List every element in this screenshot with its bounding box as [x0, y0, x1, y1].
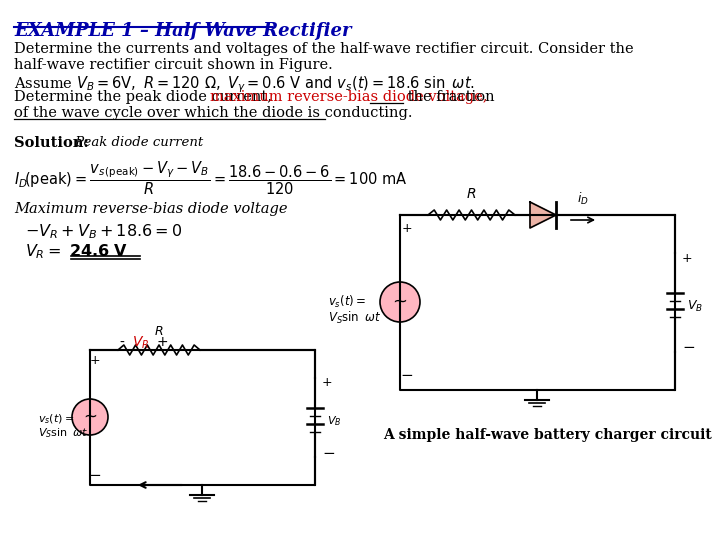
Text: Assume $V_B = 6\mathrm{V},\ R = 120\ \Omega,\ V_\gamma = 0.6\ \mathrm{V}\ \mathr: Assume $V_B = 6\mathrm{V},\ R = 120\ \Om…: [14, 74, 475, 94]
Text: +: +: [90, 354, 100, 367]
Text: −: −: [400, 368, 413, 383]
Text: $v_s(t) =$: $v_s(t) =$: [38, 412, 74, 426]
Text: Solution:: Solution:: [14, 136, 89, 150]
Text: −: −: [682, 340, 695, 354]
Text: $V_B$: $V_B$: [687, 299, 703, 314]
Text: $V_R = \ \mathbf{24.6\ V}$: $V_R = \ \mathbf{24.6\ V}$: [25, 242, 128, 261]
Text: $V_B$: $V_B$: [327, 414, 341, 428]
Text: $i_D$: $i_D$: [577, 191, 589, 207]
Text: half-wave rectifier circuit shown in Figure.: half-wave rectifier circuit shown in Fig…: [14, 58, 333, 72]
Text: $-V_R + V_B + 18.6 = 0$: $-V_R + V_B + 18.6 = 0$: [25, 222, 182, 241]
Text: $V_R$: $V_R$: [132, 335, 149, 352]
Polygon shape: [530, 202, 556, 228]
Text: $V_S \sin\ \omega t$: $V_S \sin\ \omega t$: [328, 310, 381, 326]
Text: Determine the currents and voltages of the half-wave rectifier circuit. Consider: Determine the currents and voltages of t…: [14, 42, 634, 56]
Text: -: -: [120, 335, 130, 349]
Text: $I_D\!\left(\mathrm{peak}\right) = \dfrac{v_{s\,\mathrm{(peak)}}-V_\gamma-V_B}{R: $I_D\!\left(\mathrm{peak}\right) = \dfra…: [14, 160, 408, 197]
Text: $v_s(t) =$: $v_s(t) =$: [328, 294, 366, 310]
Text: Maximum reverse-bias diode voltage: Maximum reverse-bias diode voltage: [14, 202, 287, 216]
Text: +: +: [322, 375, 333, 388]
Text: +: +: [156, 335, 168, 349]
Circle shape: [380, 282, 420, 322]
Text: maximum reverse-bias diode voltage,: maximum reverse-bias diode voltage,: [210, 90, 487, 104]
Text: +: +: [402, 222, 413, 235]
Text: $V_S \sin\ \omega t$: $V_S \sin\ \omega t$: [38, 426, 89, 440]
Text: the fraction: the fraction: [403, 90, 495, 104]
Text: Determine the peak diode current,: Determine the peak diode current,: [14, 90, 276, 104]
Text: +: +: [682, 252, 693, 265]
Text: of the wave cycle over which the diode is conducting.: of the wave cycle over which the diode i…: [14, 106, 413, 120]
Text: −: −: [89, 468, 102, 483]
Text: Peak diode current: Peak diode current: [71, 136, 203, 149]
Text: EXAMPLE 1 – Half Wave Rectifier: EXAMPLE 1 – Half Wave Rectifier: [14, 22, 351, 40]
Circle shape: [72, 399, 108, 435]
Text: ~: ~: [83, 408, 97, 426]
Text: R: R: [466, 187, 476, 201]
Text: ~: ~: [392, 293, 408, 311]
Text: −: −: [322, 446, 335, 461]
Text: A simple half-wave battery charger circuit: A simple half-wave battery charger circu…: [382, 428, 711, 442]
Text: R: R: [155, 325, 163, 338]
